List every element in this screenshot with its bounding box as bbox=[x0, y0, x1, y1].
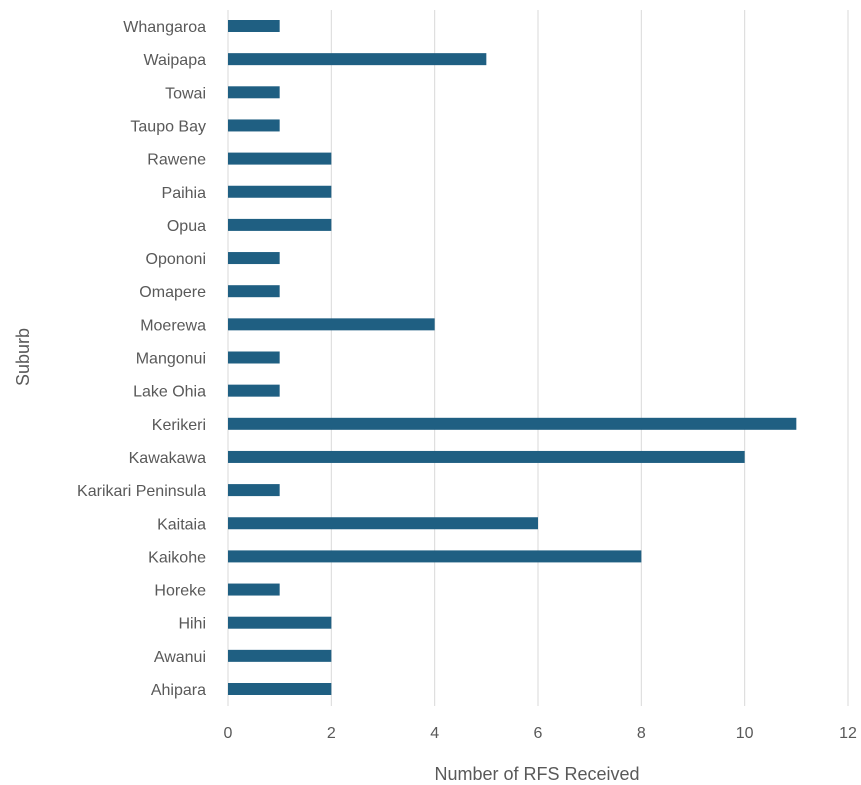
bar bbox=[228, 550, 642, 563]
bar bbox=[228, 683, 332, 695]
x-tick-label: 8 bbox=[637, 725, 646, 742]
bar bbox=[228, 616, 332, 629]
category-label: Ahipara bbox=[151, 682, 206, 699]
bar bbox=[228, 484, 280, 497]
category-label: Omapere bbox=[139, 284, 206, 301]
bar bbox=[228, 649, 332, 662]
bars bbox=[228, 20, 797, 695]
x-tick-label: 4 bbox=[430, 725, 439, 742]
bar bbox=[228, 583, 280, 596]
bar bbox=[228, 252, 280, 265]
category-label: Kaitaia bbox=[157, 516, 206, 533]
category-label: Karikari Peninsula bbox=[77, 483, 206, 500]
bar bbox=[228, 417, 797, 430]
bar bbox=[228, 285, 280, 298]
category-label: Paihia bbox=[162, 185, 207, 202]
x-tick-labels: 0 2 4 6 8 10 12 bbox=[224, 725, 857, 742]
category-label: Kerikeri bbox=[152, 417, 206, 434]
gridlines bbox=[227, 10, 849, 706]
category-label: Hihi bbox=[178, 616, 206, 633]
category-label: Mangonui bbox=[136, 351, 206, 368]
bar bbox=[228, 517, 538, 530]
category-label: Moerewa bbox=[140, 317, 206, 334]
x-tick-label: 0 bbox=[224, 725, 233, 742]
bar bbox=[228, 318, 435, 331]
x-tick-label: 12 bbox=[839, 725, 857, 742]
bar bbox=[228, 119, 280, 132]
y-axis-title: Suburb bbox=[13, 328, 33, 386]
category-label: Opua bbox=[167, 218, 206, 235]
bar bbox=[228, 218, 332, 231]
category-label: Horeke bbox=[154, 583, 206, 600]
category-label: Opononi bbox=[146, 251, 207, 268]
bar bbox=[228, 152, 332, 165]
bar bbox=[228, 384, 280, 397]
x-axis-title: Number of RFS Received bbox=[434, 764, 639, 784]
category-label: Kawakawa bbox=[129, 450, 206, 467]
category-label: Awanui bbox=[154, 649, 206, 666]
x-tick-label: 2 bbox=[327, 725, 336, 742]
category-label: Kaikohe bbox=[148, 549, 206, 566]
category-label: Rawene bbox=[147, 152, 206, 169]
category-label: Towai bbox=[165, 85, 206, 102]
bar bbox=[228, 450, 745, 463]
bar bbox=[228, 86, 280, 99]
category-labels: Whangaroa Waipapa Towai Taupo Bay Rawene Paih… bbox=[77, 19, 206, 699]
bar bbox=[228, 185, 332, 198]
category-label: Taupo Bay bbox=[130, 118, 206, 135]
x-tick-label: 10 bbox=[736, 725, 754, 742]
bar bbox=[228, 53, 487, 66]
category-label: Whangaroa bbox=[123, 19, 206, 36]
bar bbox=[228, 20, 280, 32]
x-tick-label: 6 bbox=[534, 725, 543, 742]
category-label: Waipapa bbox=[143, 52, 206, 69]
bar bbox=[228, 351, 280, 364]
category-label: Lake Ohia bbox=[133, 384, 206, 401]
